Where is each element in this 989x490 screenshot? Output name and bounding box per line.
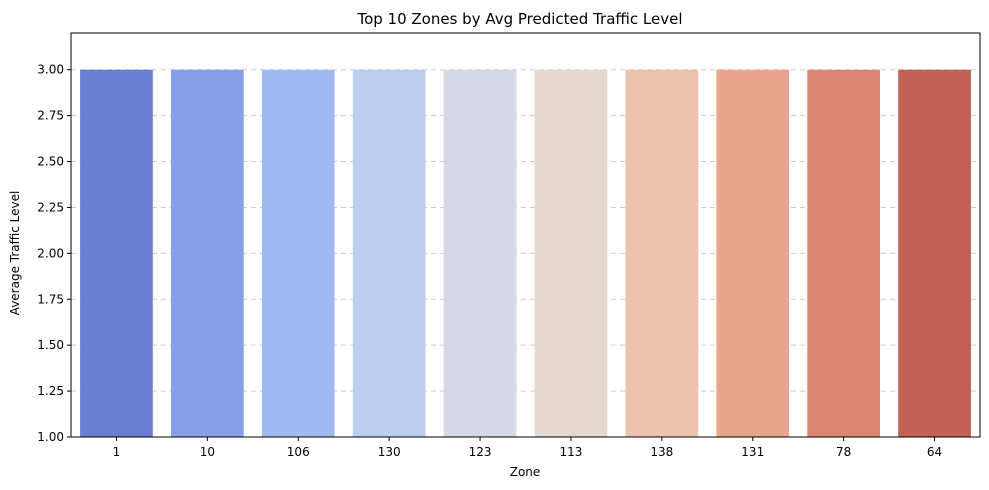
y-tick-label: 2.25 [37, 200, 64, 214]
bar-zone-78 [807, 69, 881, 438]
x-tick-label: 1 [113, 445, 121, 459]
bar-zone-64 [898, 69, 971, 438]
x-tick-label: 131 [741, 445, 764, 459]
bars [80, 69, 971, 438]
y-tick-label: 2.00 [37, 246, 64, 260]
bar-zone-123 [443, 69, 517, 438]
x-axis-ticks: 1 10 106 130 123 113 138 131 78 64 [113, 437, 942, 459]
y-axis-ticks: 1.00 1.25 1.50 1.75 2.00 2.25 2.50 2.75 3.00 [37, 63, 71, 444]
x-tick-label: 10 [200, 445, 215, 459]
y-tick-label: 1.75 [37, 292, 64, 306]
bar-zone-113 [534, 69, 608, 438]
y-tick-label: 3.00 [37, 63, 64, 77]
y-tick-label: 2.75 [37, 109, 64, 123]
x-axis-label: Zone [510, 465, 541, 479]
x-tick-label: 130 [378, 445, 401, 459]
y-tick-label: 2.50 [37, 155, 64, 169]
bar-zone-1 [80, 69, 153, 438]
chart-title: Top 10 Zones by Avg Predicted Traffic Le… [356, 10, 682, 28]
x-tick-label: 106 [287, 445, 310, 459]
bar-zone-131 [716, 69, 790, 438]
x-tick-label: 123 [469, 445, 492, 459]
x-tick-label: 138 [650, 445, 673, 459]
x-tick-label: 64 [927, 445, 942, 459]
bar-zone-130 [352, 69, 426, 438]
y-axis-label: Average Traffic Level [8, 191, 22, 316]
x-tick-label: 78 [836, 445, 851, 459]
y-tick-label: 1.50 [37, 338, 64, 352]
bar-zone-106 [261, 69, 335, 438]
bar-zone-10 [170, 69, 244, 438]
y-tick-label: 1.25 [37, 384, 64, 398]
plot-frame [70, 32, 981, 438]
axes [70, 32, 981, 438]
bar-zone-138 [625, 69, 699, 438]
y-tick-label: 1.00 [37, 430, 64, 444]
x-tick-label: 113 [559, 445, 582, 459]
